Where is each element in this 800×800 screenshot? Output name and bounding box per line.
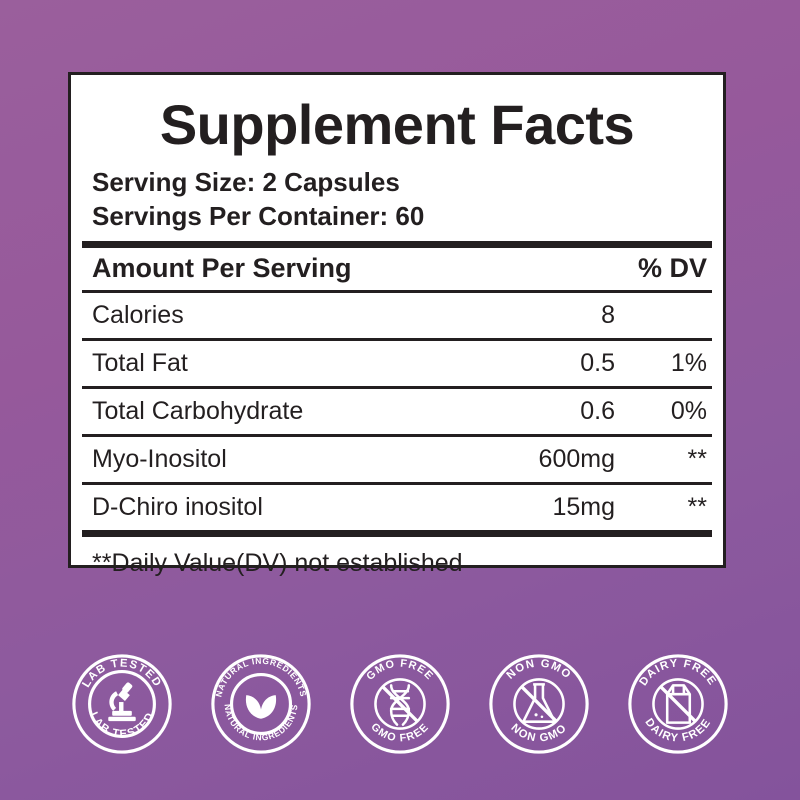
svg-text:DAIRY FREE: DAIRY FREE (637, 657, 718, 688)
badge-text-bottom: DAIRY FREE (642, 716, 712, 744)
badge-text-bottom: NATURAL INGREDIENTS (223, 704, 299, 743)
table-header-row: Amount Per Serving % DV (81, 248, 713, 290)
amount-per-serving-label: Amount Per Serving (92, 253, 352, 284)
milk-carton-no-icon (652, 678, 704, 730)
table-row: Myo-Inositol 600mg ** (81, 437, 713, 482)
badge-non-gmo: NON GMO NON GMO (485, 648, 593, 760)
rule-under-header (82, 289, 712, 293)
badge-text-top: LAB TESTED (80, 658, 162, 690)
badge-lab-tested: LAB TESTED LAB TESTED (68, 648, 176, 760)
badge-text-top: NATURAL INGREDIENTS (213, 656, 308, 698)
daily-value-footnote: **Daily Value(DV) not established (92, 548, 463, 577)
rule-thick-top (82, 240, 712, 248)
servings-per-container: Servings Per Container: 60 (92, 201, 425, 232)
supplement-facts-panel: Supplement Facts Serving Size: 2 Capsule… (68, 72, 726, 577)
microscope-icon (108, 682, 136, 722)
rule-thick-bottom (82, 529, 712, 537)
svg-text:NATURAL INGREDIENTS: NATURAL INGREDIENTS (213, 656, 308, 698)
percent-dv-label: % DV (637, 253, 707, 284)
nutrient-amount: 600mg (538, 444, 615, 473)
badge-dairy-free: DAIRY FREE DAIRY FREE (624, 648, 732, 760)
badge-text-top: DAIRY FREE (637, 657, 717, 688)
trust-badges: LAB TESTED LAB TESTED (68, 646, 732, 762)
nutrient-name: Total Carbohydrate (92, 396, 304, 425)
nutrient-dv: 0% (670, 396, 707, 425)
table-row: Calories 8 (81, 293, 713, 338)
nutrient-name: Total Fat (92, 348, 188, 377)
badge-text-bottom: GMO FREE (368, 721, 430, 745)
nutrient-amount: 15mg (552, 492, 615, 521)
svg-text:NATURAL INGREDIENTS: NATURAL INGREDIENTS (223, 704, 300, 743)
row-divider (82, 481, 712, 485)
nutrient-name: Calories (92, 300, 184, 329)
nutrient-dv: 1% (670, 348, 707, 377)
nutrient-name: Myo-Inositol (92, 444, 227, 473)
serving-size: Serving Size: 2 Capsules (92, 167, 400, 197)
nutrient-dv: ** (687, 492, 707, 521)
nutrient-name: D-Chiro inositol (92, 492, 263, 521)
table-row: Total Fat 0.5 1% (81, 341, 713, 386)
svg-text:LAB TESTED: LAB TESTED (80, 658, 163, 690)
flask-no-icon (513, 678, 565, 730)
page-title: Supplement Facts (159, 93, 635, 156)
leaves-icon (245, 695, 277, 719)
badge-gmo-free: GMO FREE GMO FREE (346, 648, 454, 760)
row-divider (82, 433, 712, 437)
nutrient-amount: 8 (601, 300, 615, 329)
svg-text:GMO FREE: GMO FREE (368, 721, 431, 745)
badge-text-bottom: NON GMO (508, 722, 568, 745)
svg-text:NON GMO: NON GMO (508, 722, 569, 745)
svg-text:DAIRY FREE: DAIRY FREE (642, 716, 713, 744)
table-row: D-Chiro inositol 15mg ** (81, 485, 713, 530)
table-row: Total Carbohydrate 0.6 0% (81, 389, 713, 434)
row-divider (82, 337, 712, 341)
nutrient-amount: 0.5 (580, 348, 615, 377)
nutrient-dv: ** (687, 444, 707, 473)
badge-natural-ingredients: NATURAL INGREDIENTS NATURAL INGREDIENTS (207, 648, 315, 760)
dna-no-icon (374, 678, 426, 730)
serving-info: Serving Size: 2 Capsules Servings Per Co… (81, 157, 713, 241)
nutrient-amount: 0.6 (580, 396, 615, 425)
row-divider (82, 385, 712, 389)
